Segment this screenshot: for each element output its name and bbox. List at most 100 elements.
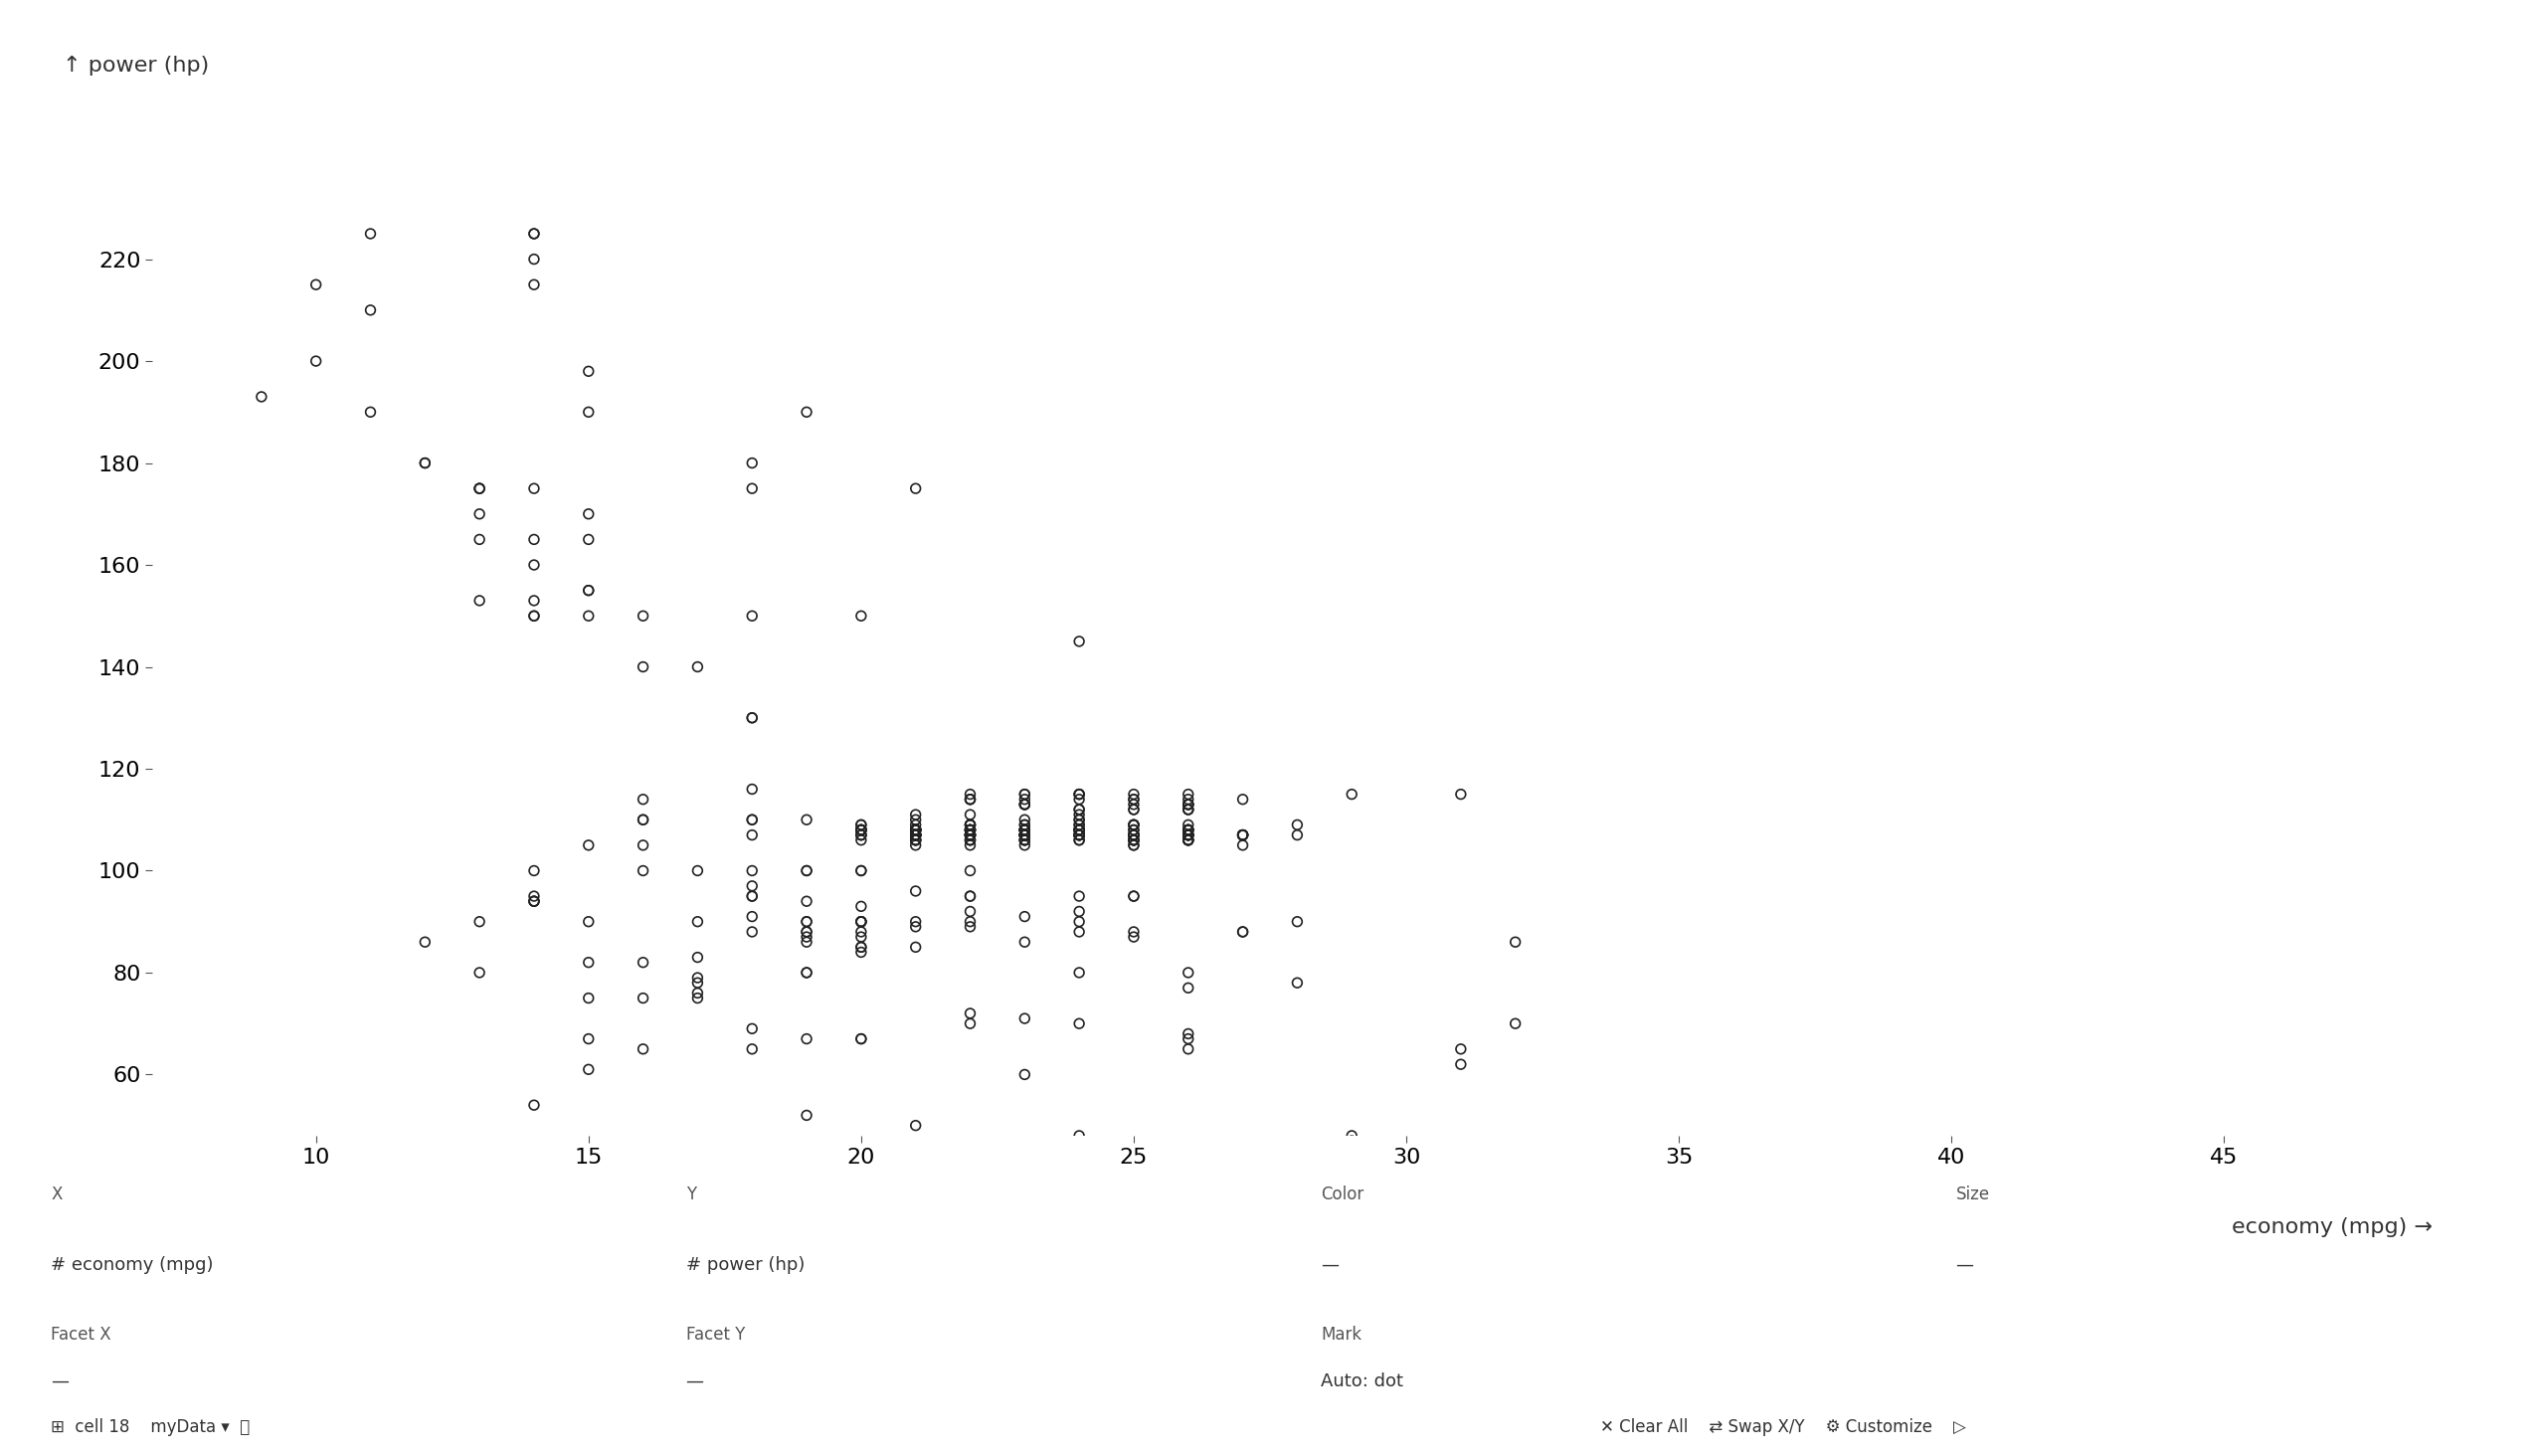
Point <box>1059 812 1100 836</box>
Point <box>732 706 772 729</box>
Point <box>894 824 935 847</box>
Point <box>1059 1124 1100 1147</box>
Point <box>1113 812 1153 836</box>
Point <box>1222 920 1262 943</box>
Point <box>894 818 935 842</box>
Point <box>404 95 444 118</box>
Point <box>894 833 935 856</box>
Point <box>841 920 881 943</box>
Point <box>894 818 935 842</box>
Point <box>622 788 663 811</box>
Point <box>894 824 935 847</box>
Point <box>1168 792 1209 815</box>
Point <box>894 916 935 939</box>
Point <box>1059 788 1100 811</box>
Point <box>678 946 719 970</box>
Point <box>1222 920 1262 943</box>
Point <box>1113 824 1153 847</box>
Point <box>622 987 663 1010</box>
Point <box>894 818 935 842</box>
Point <box>1059 1012 1100 1035</box>
Point <box>678 967 719 990</box>
Point <box>841 604 881 628</box>
Point <box>894 824 935 847</box>
Point <box>1113 884 1153 909</box>
Text: Auto: dot: Auto: dot <box>1321 1372 1402 1390</box>
Point <box>950 788 991 811</box>
Point <box>1059 920 1100 943</box>
Point <box>513 478 554 501</box>
Point <box>950 812 991 836</box>
Point <box>1278 812 1318 836</box>
Point <box>894 910 935 933</box>
Point <box>1059 808 1100 831</box>
Point <box>841 941 881 964</box>
Point <box>569 951 610 974</box>
Point <box>732 884 772 909</box>
Point <box>841 1028 881 1051</box>
Point <box>1059 818 1100 842</box>
Point <box>841 812 881 836</box>
Point <box>732 808 772 831</box>
Point <box>1168 818 1209 842</box>
Point <box>1003 818 1044 842</box>
Point <box>1003 812 1044 836</box>
Point <box>1113 824 1153 847</box>
Point <box>1331 1124 1372 1147</box>
Point <box>894 818 935 842</box>
Point <box>894 808 935 831</box>
Point <box>460 529 500 552</box>
Point <box>950 828 991 852</box>
Point <box>894 818 935 842</box>
Point <box>1003 792 1044 815</box>
Point <box>950 783 991 807</box>
Point <box>569 579 610 603</box>
Point <box>950 884 991 909</box>
Point <box>1003 824 1044 847</box>
Point <box>841 828 881 852</box>
Point <box>1003 833 1044 856</box>
Point <box>622 604 663 628</box>
Point <box>894 818 935 842</box>
Point <box>1059 900 1100 923</box>
Point <box>894 824 935 847</box>
Point <box>950 900 991 923</box>
Point <box>841 812 881 836</box>
Point <box>1222 824 1262 847</box>
Point <box>894 818 935 842</box>
Point <box>894 828 935 852</box>
Point <box>1222 824 1262 847</box>
Point <box>622 1037 663 1060</box>
Point <box>950 1012 991 1035</box>
Point <box>841 859 881 882</box>
Point <box>1168 798 1209 821</box>
Point <box>622 808 663 831</box>
Point <box>787 961 828 984</box>
Point <box>351 223 391 246</box>
Point <box>841 910 881 933</box>
Point <box>1059 808 1100 831</box>
Point <box>513 223 554 246</box>
Point <box>732 859 772 882</box>
Point <box>1113 824 1153 847</box>
Point <box>841 824 881 847</box>
Point <box>1003 818 1044 842</box>
Point <box>1059 884 1100 909</box>
Point <box>1168 1134 1209 1158</box>
Point <box>1003 828 1044 852</box>
Point <box>1059 812 1100 836</box>
Point <box>787 961 828 984</box>
Point <box>1003 792 1044 815</box>
Point <box>1003 783 1044 807</box>
Point <box>513 890 554 913</box>
Point <box>1003 824 1044 847</box>
Point <box>1113 920 1153 943</box>
Point <box>1440 1037 1481 1060</box>
Text: —: — <box>51 1372 69 1390</box>
Text: ⊞  cell 18    myData ▾  🗄: ⊞ cell 18 myData ▾ 🗄 <box>51 1418 249 1436</box>
Point <box>1003 792 1044 815</box>
Text: economy (mpg) →: economy (mpg) → <box>2233 1217 2433 1238</box>
Point <box>678 987 719 1010</box>
Point <box>1113 818 1153 842</box>
Point <box>894 818 935 842</box>
